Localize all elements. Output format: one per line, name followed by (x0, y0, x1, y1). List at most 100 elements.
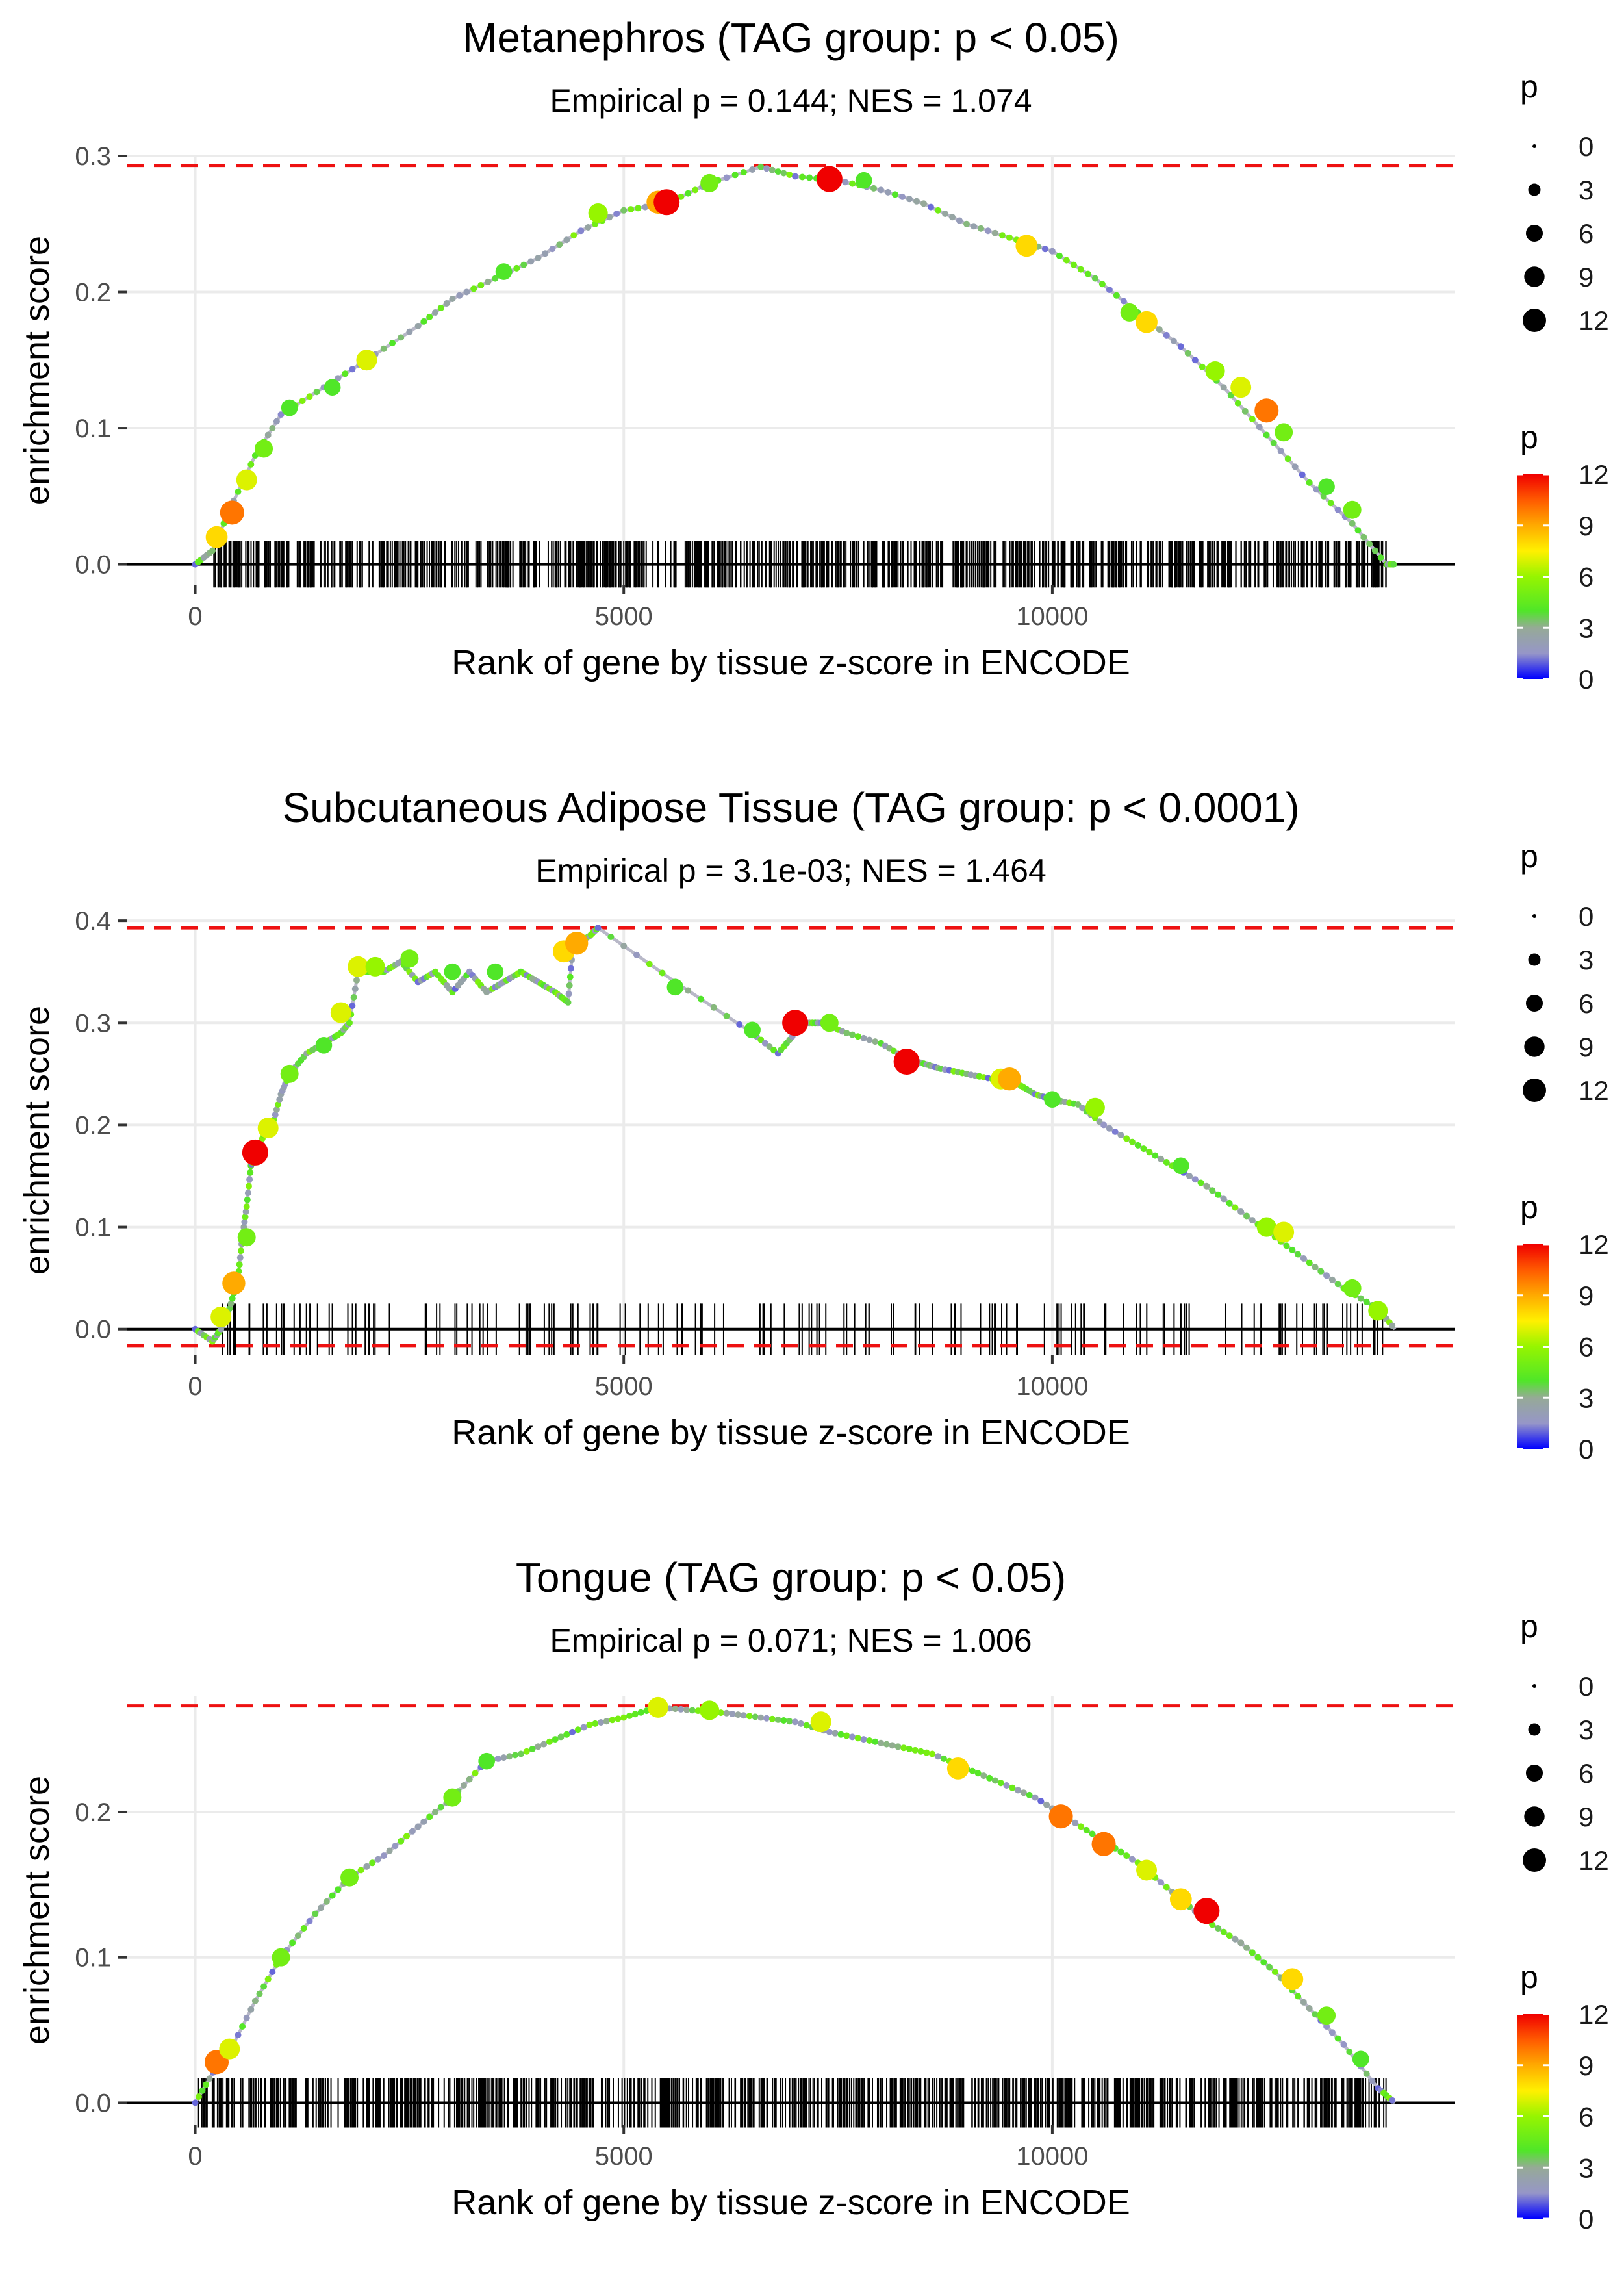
curve-dot (594, 925, 602, 932)
y-tick-label: 0.1 (75, 415, 111, 443)
curve-dot (346, 1019, 353, 1027)
curve-dot (1117, 1848, 1124, 1856)
size-legend-label: 6 (1579, 218, 1593, 249)
size-legend-key (1524, 266, 1545, 287)
size-legend-key (1528, 183, 1541, 196)
points (205, 1696, 1369, 2075)
curve-dot (1083, 1826, 1090, 1833)
size-legend-key (1528, 953, 1541, 966)
gene-point (1256, 1217, 1276, 1237)
curve-dot (1266, 1963, 1273, 1971)
size-legend-label: 0 (1579, 1671, 1593, 1702)
curve-dot (723, 1709, 730, 1717)
curve-dot (342, 370, 349, 377)
gene-point (478, 1752, 495, 1770)
curve-dot (335, 375, 342, 382)
curve-dot (1237, 1208, 1245, 1215)
curve-dot (335, 1886, 342, 1893)
curve-dot (506, 1753, 513, 1760)
gene-point (1015, 235, 1038, 257)
curve-dot (563, 1731, 570, 1738)
curve-dot (900, 1744, 907, 1752)
curve-dot (349, 366, 356, 373)
curve-dot (1177, 343, 1184, 350)
color-legend-label: 0 (1579, 1434, 1593, 1464)
curve-dot (780, 1717, 787, 1724)
gene-point (653, 189, 680, 216)
curve-dot (556, 241, 563, 248)
curve-dot (942, 211, 948, 217)
curve-dot (906, 196, 913, 203)
curve-dot (843, 1732, 850, 1739)
gene-point (356, 350, 377, 371)
curve-dot (746, 1713, 753, 1720)
color-legend-label: 6 (1579, 1332, 1593, 1362)
gene-point (219, 2038, 240, 2060)
curve-dot (517, 1750, 524, 1757)
gene-point (588, 203, 608, 224)
curve-dot (635, 205, 642, 212)
curve-dot (375, 1856, 381, 1863)
legends: p 0 3 6 9 12 p 0 3 6 9 12 (1517, 838, 1609, 1464)
curve-dot (565, 990, 572, 997)
color-legend-label: 6 (1579, 562, 1593, 593)
gene-point (330, 1002, 351, 1023)
curve-dot (929, 1750, 936, 1757)
curve-dot (963, 220, 970, 227)
curve-dot (472, 1770, 479, 1777)
gene-point (666, 978, 684, 996)
color-legend-label: 12 (1579, 1229, 1609, 1260)
curve-dot (998, 232, 1006, 239)
curve-dot (1389, 2097, 1396, 2104)
y-tick-label: 0.3 (75, 142, 111, 171)
color-legend-label: 3 (1579, 613, 1593, 643)
curve-dot (406, 328, 413, 335)
curve-dot (735, 1711, 742, 1718)
curve-dot (883, 1741, 890, 1748)
curve-dot (872, 1738, 879, 1745)
curve-dot (1215, 1925, 1221, 1932)
curve-dot (780, 170, 787, 177)
curve-dot (426, 313, 433, 320)
curve-dot (199, 2087, 206, 2094)
curve-dot (723, 1012, 730, 1019)
curve-dot (1111, 1128, 1119, 1135)
curve-dot (1312, 2011, 1319, 2018)
curve-dot (247, 2006, 255, 2013)
size-legend-title: p (1520, 68, 1538, 105)
curve-dot (609, 1717, 616, 1724)
curve-dot (264, 1976, 272, 1983)
curve-dot (244, 1190, 251, 1197)
color-legend-label: 6 (1579, 2102, 1593, 2132)
curve-dot (1283, 1242, 1290, 1249)
curve-dot (620, 1714, 628, 1721)
curve-dot (566, 982, 573, 989)
curve-dot (243, 1203, 250, 1210)
y-tick-label: 0.0 (75, 1316, 111, 1344)
curve-dot (306, 393, 313, 400)
gene-point (1205, 361, 1225, 381)
curve-dot (1369, 2077, 1376, 2084)
gene-point (495, 263, 513, 280)
y-tick-label: 0.1 (75, 1944, 111, 1973)
curve-dot (239, 2023, 246, 2030)
curve-dot (235, 2032, 242, 2038)
gene-point (1091, 1832, 1116, 1856)
gene-point (700, 173, 719, 192)
curve-dot (786, 172, 793, 178)
curve-dot (991, 229, 998, 236)
curve-dot (349, 1003, 356, 1010)
curve-dot (244, 1196, 251, 1203)
gene-point (946, 1757, 969, 1780)
curve-dot (842, 179, 849, 186)
curve-dot (1284, 455, 1291, 463)
curve-dot (1291, 463, 1299, 470)
x-tick-label: 10000 (1016, 1372, 1088, 1401)
curve-dot (414, 322, 422, 329)
curve-dot (792, 173, 799, 180)
curve-dot (1163, 331, 1170, 339)
y-tick-label: 0.2 (75, 1111, 111, 1140)
curve-dot (1089, 1830, 1096, 1837)
curve-dot (1056, 252, 1063, 259)
curve-dot (1191, 1176, 1199, 1183)
